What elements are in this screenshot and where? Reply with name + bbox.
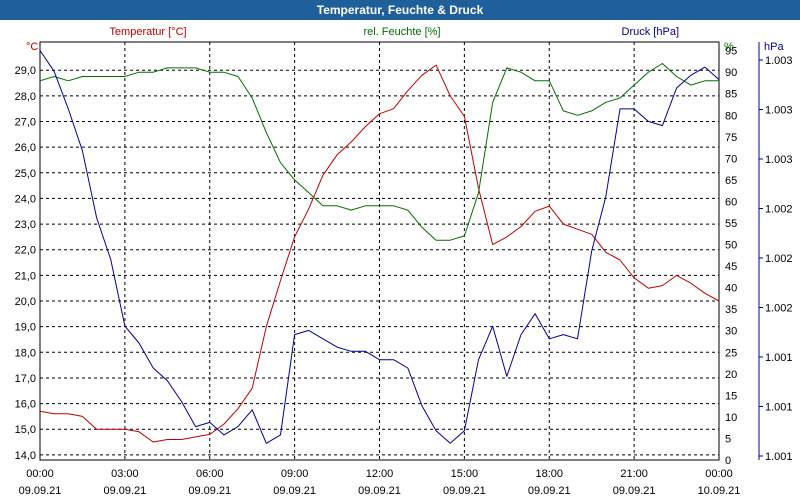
y-tick-temperature: 14,0 bbox=[15, 450, 36, 462]
x-tick-time: 00:00 bbox=[26, 468, 54, 480]
y-tick-humidity: 45 bbox=[725, 261, 737, 273]
y-tick-temperature: 24,0 bbox=[15, 193, 36, 205]
pressure-axis-unit: hPa bbox=[764, 41, 784, 53]
y-tick-humidity: 75 bbox=[725, 132, 737, 144]
y-tick-temperature: 22,0 bbox=[15, 245, 36, 257]
y-tick-pressure: 1.002 bbox=[765, 204, 793, 216]
y-tick-pressure: 1.003 bbox=[765, 154, 793, 166]
x-tick-date: 10.09.21 bbox=[698, 485, 741, 497]
x-tick-date: 09.09.21 bbox=[188, 485, 231, 497]
y-tick-humidity: 95 bbox=[725, 46, 737, 58]
humidity-axis-unit: % bbox=[724, 41, 734, 53]
y-tick-humidity: 85 bbox=[725, 89, 737, 101]
y-tick-temperature: 16,0 bbox=[15, 399, 36, 411]
x-tick-date: 09.09.21 bbox=[528, 485, 571, 497]
y-tick-humidity: 40 bbox=[725, 283, 737, 295]
y-tick-humidity: 65 bbox=[725, 175, 737, 187]
y-tick-humidity: 70 bbox=[725, 153, 737, 165]
y-tick-pressure: 1.002 bbox=[765, 303, 793, 315]
y-tick-humidity: 55 bbox=[725, 218, 737, 230]
y-tick-humidity: 25 bbox=[725, 347, 737, 359]
y-tick-humidity: 35 bbox=[725, 304, 737, 316]
temperature-line bbox=[39, 64, 720, 443]
x-tick-time: 00:00 bbox=[705, 468, 733, 480]
x-tick-time: 09:00 bbox=[281, 468, 309, 480]
x-tick-date: 09.09.21 bbox=[273, 485, 316, 497]
y-tick-humidity: 90 bbox=[725, 67, 737, 79]
y-tick-humidity: 20 bbox=[725, 369, 737, 381]
y-tick-temperature: 25,0 bbox=[15, 168, 36, 180]
y-tick-temperature: 28,0 bbox=[15, 91, 36, 103]
x-tick-date: 09.09.21 bbox=[613, 485, 656, 497]
y-tick-pressure: 1.003 bbox=[765, 105, 793, 117]
x-tick-date: 09.09.21 bbox=[19, 485, 62, 497]
x-tick-date: 09.09.21 bbox=[443, 485, 486, 497]
humidity-line bbox=[39, 63, 719, 241]
x-tick-time: 03:00 bbox=[111, 468, 139, 480]
pressure-line bbox=[39, 50, 720, 444]
temperature-axis-unit: °C bbox=[26, 41, 38, 53]
y-tick-temperature: 15,0 bbox=[15, 424, 36, 436]
y-tick-temperature: 19,0 bbox=[15, 322, 36, 334]
y-tick-temperature: 27,0 bbox=[15, 116, 36, 128]
legend-temperature: Temperatur [°C] bbox=[109, 26, 186, 38]
y-tick-temperature: 23,0 bbox=[15, 219, 36, 231]
x-tick-time: 06:00 bbox=[196, 468, 224, 480]
y-tick-temperature: 17,0 bbox=[15, 373, 36, 385]
window-title: Temperatur, Feuchte & Druck bbox=[0, 0, 800, 20]
y-tick-temperature: 18,0 bbox=[15, 347, 36, 359]
y-tick-humidity: 60 bbox=[725, 196, 737, 208]
y-tick-temperature: 21,0 bbox=[15, 270, 36, 282]
y-tick-humidity: 5 bbox=[725, 433, 731, 445]
x-tick-date: 09.09.21 bbox=[358, 485, 401, 497]
y-tick-humidity: 10 bbox=[725, 412, 737, 424]
y-tick-temperature: 20,0 bbox=[15, 296, 36, 308]
y-tick-humidity: 0 bbox=[725, 455, 731, 467]
y-tick-humidity: 15 bbox=[725, 390, 737, 402]
y-tick-temperature: 29,0 bbox=[15, 65, 36, 77]
y-tick-pressure: 1.001 bbox=[765, 402, 793, 414]
y-tick-pressure: 1.002 bbox=[765, 253, 793, 265]
x-tick-time: 15:00 bbox=[451, 468, 479, 480]
x-tick-time: 18:00 bbox=[535, 468, 563, 480]
x-tick-time: 12:00 bbox=[366, 468, 394, 480]
legend-pressure: Druck [hPa] bbox=[622, 26, 679, 38]
y-tick-humidity: 80 bbox=[725, 110, 737, 122]
y-tick-humidity: 50 bbox=[725, 240, 737, 252]
legend-humidity: rel. Feuchte [%] bbox=[363, 26, 440, 38]
y-tick-pressure: 1.003 bbox=[765, 55, 793, 67]
x-tick-date: 09.09.21 bbox=[103, 485, 146, 497]
y-tick-humidity: 30 bbox=[725, 326, 737, 338]
y-tick-temperature: 26,0 bbox=[15, 142, 36, 154]
y-tick-pressure: 1.001 bbox=[765, 451, 793, 463]
x-tick-time: 21:00 bbox=[620, 468, 648, 480]
y-tick-pressure: 1.001 bbox=[765, 352, 793, 364]
